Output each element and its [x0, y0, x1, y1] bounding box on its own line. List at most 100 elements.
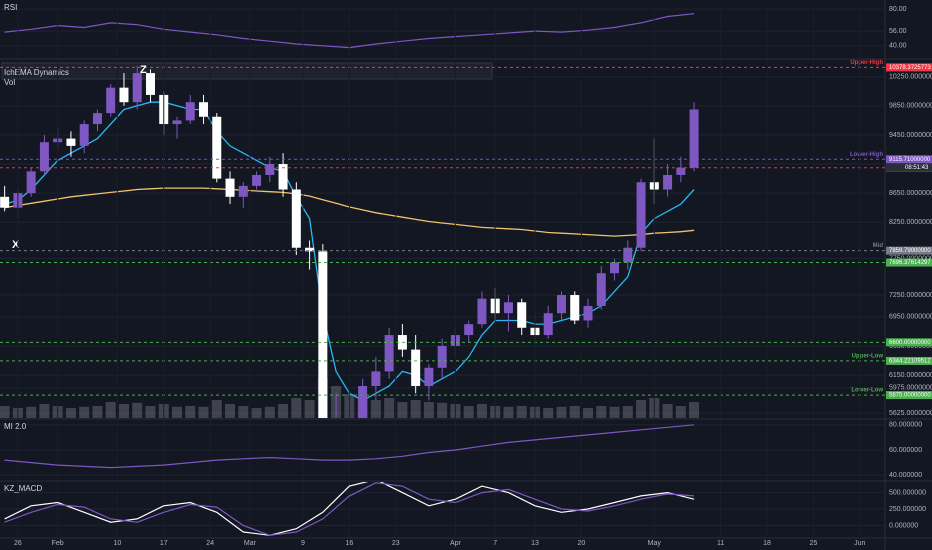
y-tick-label: 40.00 [889, 43, 907, 50]
x-tick-label: 24 [206, 540, 214, 547]
volume-bar [463, 406, 474, 418]
y-tick-label: 0.000000 [889, 522, 918, 529]
candle-body [371, 371, 381, 386]
volume-bar [516, 406, 527, 418]
x-tick-label: 9 [301, 540, 305, 547]
candle-body [411, 349, 421, 386]
volume-bar [251, 408, 262, 418]
candle-body [477, 298, 487, 325]
pane [0, 424, 885, 476]
volume-bar [397, 402, 408, 418]
indicator-label: IchEMA Dynamics [4, 68, 69, 77]
level-name: Mid [873, 243, 884, 249]
price-tag-label: 6344.22109512 [889, 359, 931, 365]
candle-body [623, 247, 633, 263]
candle-body [503, 302, 513, 314]
x-tick-label: 17 [160, 540, 168, 547]
x-tick-label: Mar [244, 540, 257, 547]
candle-body [172, 120, 182, 125]
candle-body [305, 247, 315, 252]
pane [0, 482, 885, 536]
volume-bar [238, 406, 249, 418]
volume-bar [0, 406, 10, 418]
candle-body [79, 124, 89, 146]
level-name: Lower-High [850, 152, 883, 158]
volume-bar [264, 406, 275, 418]
x-tick-label: 11 [717, 540, 724, 547]
price-tag-label: 5875.00000000 [889, 393, 931, 399]
volume-bar [583, 408, 594, 418]
candle-body [358, 385, 368, 418]
indicator-line [4, 424, 695, 469]
volume-bar [384, 398, 395, 418]
volume-bar [92, 406, 103, 418]
volume-bar [198, 406, 209, 418]
x-tick-label: 13 [531, 540, 539, 547]
y-tick-label: 60.000000 [889, 447, 922, 454]
candle-body [66, 138, 76, 146]
x-tick-label: 16 [345, 540, 353, 547]
candle-body [185, 102, 195, 121]
y-tick-label: 6150.00000000 [889, 372, 932, 379]
candle-body [39, 142, 49, 172]
candle-body [252, 174, 262, 186]
price-tag-label: 7859.79000000 [889, 248, 931, 254]
candle-body [0, 196, 10, 208]
price-tag [886, 246, 932, 255]
volume-bar [410, 400, 421, 418]
candle-body [238, 185, 248, 197]
y-tick-label: 8650.00000000 [889, 190, 932, 197]
x-tick-label: 26 [14, 540, 22, 547]
candle-body [278, 164, 288, 190]
x-tick-label: 10 [113, 540, 121, 547]
level-name: Upper-High [850, 60, 883, 66]
candle-body [212, 116, 222, 179]
y-tick-label: 8250.00000000 [889, 219, 932, 226]
volume-bar [609, 406, 620, 418]
x-tick-label: 23 [392, 540, 400, 547]
level-name: Lower-Low [851, 388, 883, 394]
price-tag-label: 10378.3725773 [889, 65, 931, 71]
indicator-line [4, 482, 695, 536]
volume-bar [132, 402, 143, 418]
y-tick-label: 6950.00000000 [889, 314, 932, 321]
volume-bar [278, 404, 289, 418]
x-tick-label: 18 [763, 540, 771, 547]
candle-body [689, 109, 699, 168]
candle-body [199, 102, 209, 117]
y-tick-label: 5975.00000000 [889, 385, 932, 392]
y-tick-label: 7250.00000000 [889, 292, 932, 299]
volume-bar [39, 404, 50, 418]
candle-body [132, 73, 142, 103]
candle-body [610, 262, 620, 274]
candle-body [570, 295, 580, 321]
candle-body [225, 178, 235, 197]
pane-title: RSI [4, 3, 17, 12]
price-tag [886, 356, 932, 365]
y-tick-label: 5625.00000000 [889, 410, 932, 417]
price-tag [886, 338, 932, 347]
candle-body [318, 251, 328, 418]
x-tick-label: 25 [810, 540, 818, 547]
volume-bar [118, 404, 129, 418]
y-tick-label: 9450.00000000 [889, 132, 932, 139]
candle-body [676, 167, 686, 175]
annotation: Z [140, 64, 147, 76]
price-tag-label: 6600.00000000 [889, 340, 931, 346]
candle-body [424, 367, 434, 386]
volume-bar [304, 400, 315, 418]
candle-body [437, 345, 447, 368]
volume-bar [689, 402, 700, 418]
volume-bar [172, 406, 182, 418]
volume-bar [26, 406, 37, 418]
volume-bar [596, 406, 607, 418]
countdown: 08:51:43 [905, 165, 929, 171]
volume-bar [503, 406, 514, 418]
pane-title: KZ_MACD [4, 484, 42, 493]
volume-bar [476, 404, 487, 418]
price-tag [886, 63, 932, 72]
x-tick-label: 7 [493, 540, 497, 547]
candle-body [26, 171, 36, 194]
